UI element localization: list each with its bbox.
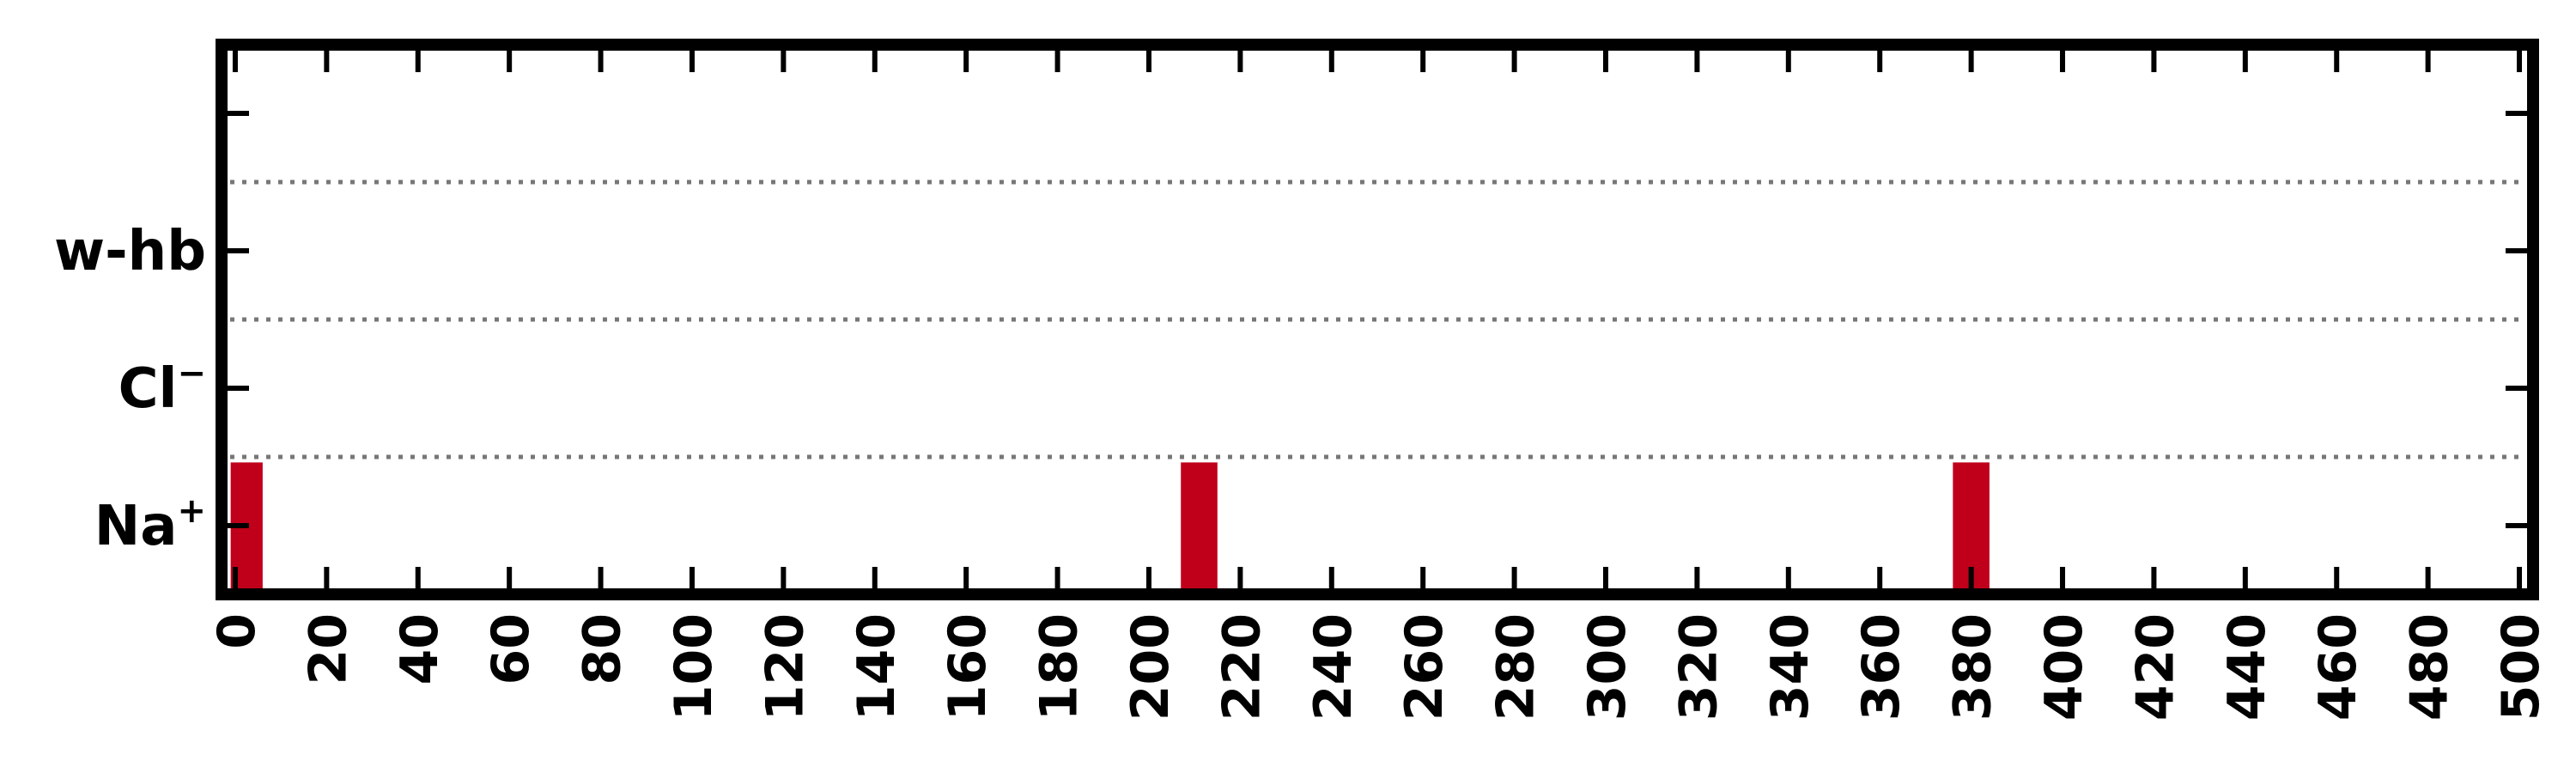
event-bars (230, 462, 1990, 594)
event-bar-1 (1181, 462, 1218, 594)
x-tick-label-12: 240 (1303, 613, 1364, 721)
x-tick-label-23: 460 (2308, 613, 2368, 721)
y-tick-label-0: Na+ (94, 491, 206, 558)
y-tick-labels: Na+ Cl− w-hb (54, 220, 206, 558)
x-tick-label-9: 180 (1030, 613, 1090, 721)
x-tick-label-18: 360 (1851, 613, 1911, 721)
x-tick-label-8: 160 (938, 613, 998, 721)
x-tick-label-20: 400 (2034, 613, 2094, 721)
x-tick-label-5: 100 (664, 613, 724, 721)
x-tick-label-13: 260 (1394, 613, 1455, 721)
x-tick-label-4: 80 (573, 613, 633, 685)
row-separators (230, 180, 2524, 460)
x-tick-label-17: 340 (1760, 613, 1820, 721)
x-tick-label-11: 220 (1212, 613, 1272, 721)
x-tick-label-25: 500 (2491, 613, 2551, 721)
x-tick-labels: 0 20 40 60 80 100 120 140 160 180 200 220 240 260 280 3… (207, 613, 2551, 721)
x-tick-label-10: 200 (1121, 613, 1181, 721)
x-tick-label-0: 0 (207, 613, 267, 649)
x-tick-label-14: 280 (1486, 613, 1546, 721)
axes-frame (216, 39, 2539, 600)
y-tick-label-2: w-hb (54, 220, 206, 283)
x-tick-label-15: 300 (1577, 613, 1637, 721)
x-tick-label-24: 480 (2400, 613, 2460, 721)
y-tick-label-1: Cl− (118, 354, 206, 421)
x-tick-label-21: 420 (2125, 613, 2185, 721)
x-tick-label-3: 60 (481, 613, 541, 685)
x-tick-label-7: 140 (847, 613, 907, 721)
plot-frame (216, 39, 2539, 600)
x-tick-label-19: 380 (1943, 613, 2003, 721)
x-tick-label-1: 20 (298, 613, 358, 685)
x-tick-label-2: 40 (390, 613, 450, 685)
x-tick-label-6: 120 (755, 613, 815, 721)
x-tick-label-16: 320 (1668, 613, 1728, 721)
x-tick-label-22: 440 (2217, 613, 2277, 721)
